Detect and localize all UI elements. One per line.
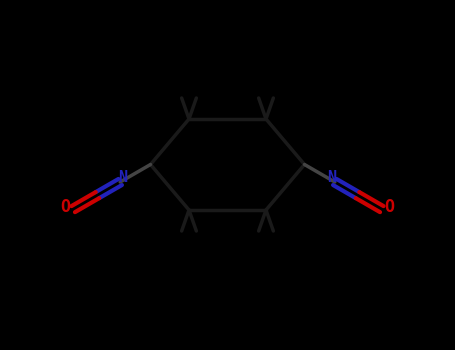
Text: N: N: [118, 170, 127, 185]
Text: O: O: [61, 198, 71, 216]
Text: O: O: [384, 198, 394, 216]
Text: N: N: [328, 170, 337, 185]
